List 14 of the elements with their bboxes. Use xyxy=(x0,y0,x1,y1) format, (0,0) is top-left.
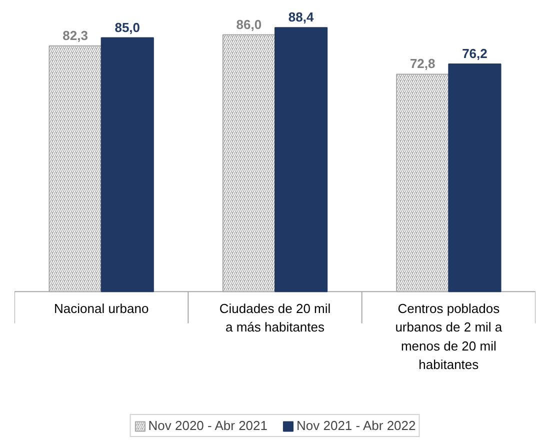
x-tick-label: Centros poblados urbanos de 2 mil a menos de 20 mil habitantes xyxy=(395,300,503,372)
data-label: 72,8 xyxy=(410,56,436,72)
data-label: 86,0 xyxy=(236,16,262,32)
bar xyxy=(100,37,154,292)
x-tick-label: Nacional urbano xyxy=(54,300,149,316)
data-label: 82,3 xyxy=(62,28,88,43)
legend-label: Nov 2021 - Abr 2022 xyxy=(296,418,416,433)
data-label: 88,4 xyxy=(288,10,314,25)
data-label: 85,0 xyxy=(114,20,140,35)
x-tick-label: Ciudades de 20 mil a más habitantes xyxy=(219,300,331,335)
bar xyxy=(274,27,328,292)
data-label: 76,2 xyxy=(462,46,488,62)
legend-label: Nov 2020 - Abr 2021 xyxy=(148,418,268,433)
bar xyxy=(448,64,502,292)
